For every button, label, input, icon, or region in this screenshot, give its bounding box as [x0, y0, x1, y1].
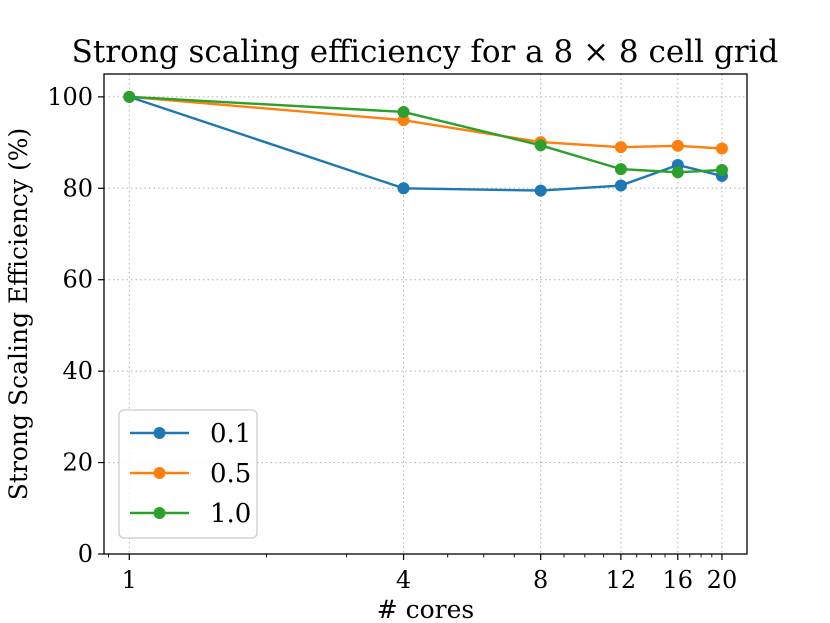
data-point	[715, 142, 728, 155]
legend-marker	[153, 507, 166, 519]
data-point	[534, 139, 547, 152]
legend: 0.1 0.5 1.0	[118, 409, 258, 539]
data-point	[397, 105, 410, 118]
legend-marker	[153, 427, 166, 439]
y-axis-label: Strong Scaling Efficiency (%)	[4, 128, 33, 501]
data-point	[397, 114, 410, 127]
x-tick-label: 16	[663, 566, 694, 594]
plot-area-frame	[103, 73, 748, 555]
x-axis-label: # cores	[377, 595, 475, 623]
legend-label: 0.5	[210, 459, 251, 489]
series-1.0	[123, 90, 728, 179]
series-line	[128, 95, 723, 192]
y-tick-label: 80	[62, 174, 93, 202]
axis-ticks: 1 4 8 12 16 20 0 20 40 60 80 100	[47, 83, 737, 594]
legend-label: 0.1	[210, 419, 251, 449]
y-tick-label: 60	[62, 266, 93, 294]
chart-title: Strong scaling efficiency for a 8 × 8 ce…	[72, 34, 779, 70]
legend-item-0.5: 0.5	[130, 459, 251, 489]
data-point	[715, 164, 728, 176]
data-point	[614, 179, 627, 192]
legend-marker	[153, 467, 166, 479]
x-tick-label: 12	[606, 566, 637, 594]
series-line	[129, 95, 723, 174]
y-tick-label: 100	[47, 83, 93, 111]
legend-item-0.1: 0.1	[130, 419, 251, 449]
data-point	[123, 90, 136, 103]
y-tick-label: 0	[78, 540, 93, 568]
data-point	[614, 141, 627, 154]
series-line	[129, 95, 723, 150]
legend-label: 1.0	[210, 499, 251, 529]
y-tick-label: 20	[62, 449, 93, 477]
legend-item-1.0: 1.0	[130, 499, 251, 529]
series-0.1	[123, 90, 728, 197]
data-series	[123, 90, 728, 197]
data-point	[671, 166, 684, 179]
x-tick-label: 4	[396, 566, 411, 594]
data-point	[534, 184, 547, 197]
x-tick-label: 8	[533, 566, 548, 594]
y-tick-label: 40	[62, 357, 93, 385]
data-point	[614, 163, 627, 176]
data-point	[397, 182, 410, 195]
x-tick-label: 1	[122, 566, 137, 594]
data-point	[671, 139, 684, 152]
x-tick-label: 20	[707, 566, 738, 594]
